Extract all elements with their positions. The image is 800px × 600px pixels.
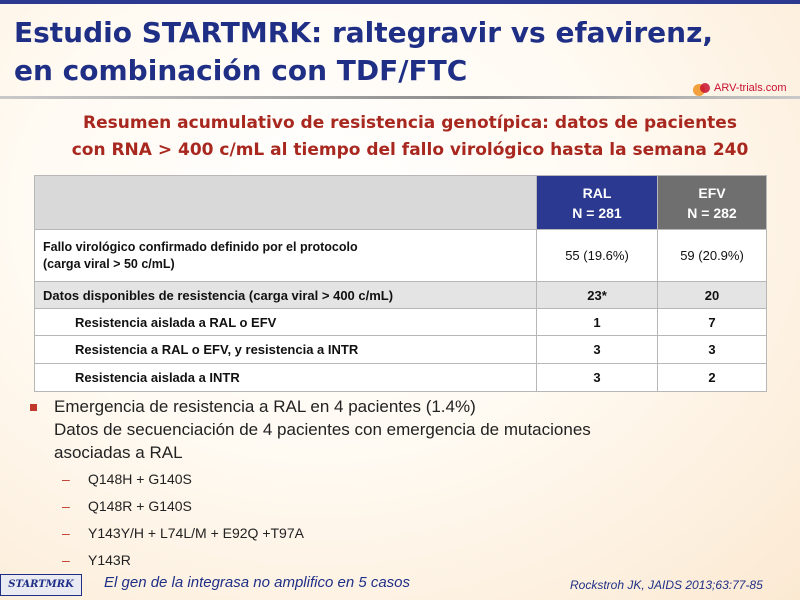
efv-value: 2: [657, 363, 767, 392]
slide-title-line-1: Estudio STARTMRK: raltegravir vs efavire…: [14, 16, 714, 49]
title-divider: [0, 96, 800, 99]
bullet-list: Emergencia de resistencia a RAL en 4 pac…: [30, 395, 750, 574]
dash-icon: –: [62, 498, 70, 514]
mutation-text: Q148H + G140S: [88, 471, 192, 487]
list-item: – Y143R: [30, 547, 750, 574]
table-row: Resistencia aislada a INTR 3 2: [34, 363, 767, 392]
arv-trials-logo: ARV-trials.com: [692, 80, 792, 98]
bullet-main: Emergencia de resistencia a RAL en 4 pac…: [30, 395, 750, 464]
ral-value: 55 (19.6%): [536, 229, 658, 282]
row-label-line-2: (carga viral > 50 c/mL): [43, 256, 175, 271]
table-row: Resistencia a RAL o EFV, y resistencia a…: [34, 335, 767, 364]
bullet-main-line-1: Emergencia de resistencia a RAL en 4 pac…: [54, 397, 476, 416]
ral-value: 1: [536, 308, 658, 336]
row-label: Fallo virológico confirmado definido por…: [34, 229, 537, 282]
efv-value: 3: [657, 335, 767, 364]
ral-value: 3: [536, 363, 658, 392]
row-label: Resistencia aislada a RAL o EFV: [34, 308, 537, 336]
arv-trials-logo-icon: [693, 83, 710, 96]
row-label: Resistencia aislada a INTR: [34, 363, 537, 392]
ral-column-n: N = 281: [572, 204, 622, 221]
mutation-text: Q148R + G140S: [88, 498, 192, 514]
table-row: Fallo virológico confirmado definido por…: [34, 229, 767, 282]
table-row: Resistencia aislada a RAL o EFV 1 7: [34, 308, 767, 336]
list-item: – Q148H + G140S: [30, 466, 750, 493]
mutation-text: Y143Y/H + L74L/M + E92Q +T97A: [88, 525, 304, 541]
dash-icon: –: [62, 525, 70, 541]
ral-value: 3: [536, 335, 658, 364]
list-item: – Q148R + G140S: [30, 493, 750, 520]
table-subtitle-line-1: Resumen acumulativo de resistencia genot…: [83, 113, 737, 133]
footnote: El gen de la integrasa no amplifico en 5…: [104, 574, 411, 591]
table-subtitle: Resumen acumulativo de resistencia genot…: [40, 110, 780, 164]
table-subtitle-line-2: con RNA > 400 c/mL al tiempo del fallo v…: [71, 140, 749, 160]
row-label: Resistencia a RAL o EFV, y resistencia a…: [34, 335, 537, 364]
efv-column-n: N = 282: [687, 204, 737, 221]
efv-column-name: EFV: [698, 184, 726, 201]
bullet-main-line-2: Datos de secuenciación de 4 pacientes co…: [54, 420, 591, 439]
dash-icon: –: [62, 552, 70, 568]
ral-column-header: RAL N = 281: [536, 175, 658, 230]
efv-column-header: EFV N = 282: [657, 175, 767, 230]
row-label: Datos disponibles de resistencia (carga …: [34, 281, 537, 309]
slide-title-line-2: en combinación con TDF/FTC: [14, 54, 468, 87]
row-label-line-1: Fallo virológico confirmado definido por…: [43, 239, 358, 254]
bullet-square-icon: [30, 404, 37, 411]
ral-value: 23*: [536, 281, 658, 309]
efv-value: 20: [657, 281, 767, 309]
ral-column-name: RAL: [582, 184, 612, 201]
arv-trials-logo-text: ARV-trials.com: [714, 82, 787, 94]
top-accent-bar: [0, 0, 800, 4]
startmrk-brand-badge: STARTMRK: [0, 574, 82, 596]
table-row: Datos disponibles de resistencia (carga …: [34, 281, 767, 309]
bullet-main-line-3: asociadas a RAL: [54, 443, 183, 462]
efv-value: 59 (20.9%): [657, 229, 767, 282]
list-item: – Y143Y/H + L74L/M + E92Q +T97A: [30, 520, 750, 547]
mutation-text: Y143R: [88, 552, 131, 568]
table-header-row: RAL N = 281 EFV N = 282: [34, 175, 767, 230]
reference-citation: Rockstroh JK, JAIDS 2013;63:77-85: [570, 578, 763, 592]
efv-value: 7: [657, 308, 767, 336]
dash-icon: –: [62, 471, 70, 487]
slide-title: Estudio STARTMRK: raltegravir vs efavire…: [14, 14, 714, 90]
table-header-blank: [34, 175, 537, 230]
resistance-table: RAL N = 281 EFV N = 282 Fallo virológico…: [34, 175, 767, 392]
